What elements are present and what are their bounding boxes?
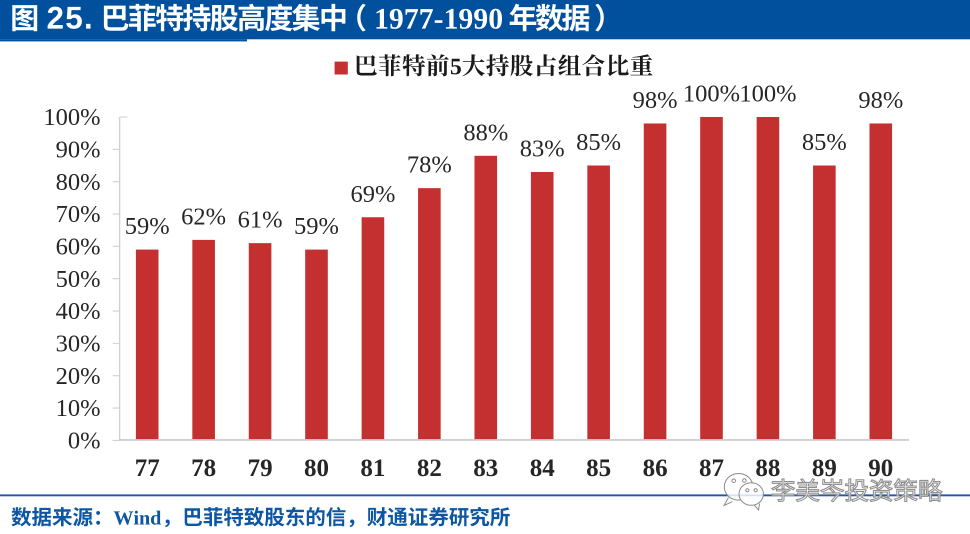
svg-text:50%: 50% <box>56 266 101 293</box>
svg-text:85%: 85% <box>576 129 621 156</box>
svg-text:98%: 98% <box>633 87 678 114</box>
svg-text:98%: 98% <box>858 87 903 114</box>
svg-text:78%: 78% <box>407 152 452 179</box>
svg-text:90: 90 <box>868 455 893 482</box>
svg-text:62%: 62% <box>181 203 226 230</box>
svg-text:89: 89 <box>812 455 837 482</box>
svg-text:82: 82 <box>417 455 442 482</box>
svg-text:83: 83 <box>473 455 498 482</box>
svg-text:60%: 60% <box>56 233 101 260</box>
svg-text:40%: 40% <box>56 298 101 325</box>
svg-text:88%: 88% <box>463 119 508 146</box>
svg-text:10%: 10% <box>56 395 101 422</box>
svg-text:86: 86 <box>643 455 668 482</box>
svg-text:69%: 69% <box>350 181 395 208</box>
svg-text:61%: 61% <box>238 207 283 234</box>
svg-text:100%: 100% <box>739 81 796 108</box>
svg-text:90%: 90% <box>56 136 101 163</box>
svg-text:70%: 70% <box>56 201 101 228</box>
svg-text:81: 81 <box>360 455 385 482</box>
svg-text:83%: 83% <box>520 135 565 162</box>
svg-text:79: 79 <box>248 455 273 482</box>
svg-text:85: 85 <box>586 455 611 482</box>
svg-text:80: 80 <box>304 455 329 482</box>
svg-text:80%: 80% <box>56 169 101 196</box>
svg-text:85%: 85% <box>802 129 847 156</box>
svg-text:100%: 100% <box>43 104 100 131</box>
svg-text:30%: 30% <box>56 330 101 357</box>
svg-text:59%: 59% <box>294 213 339 240</box>
svg-text:87: 87 <box>699 455 724 482</box>
svg-text:59%: 59% <box>125 213 170 240</box>
svg-text:78: 78 <box>191 455 216 482</box>
svg-text:0%: 0% <box>68 428 101 455</box>
svg-text:20%: 20% <box>56 363 101 390</box>
svg-text:84: 84 <box>530 455 556 482</box>
svg-text:88: 88 <box>755 455 780 482</box>
svg-text:100%: 100% <box>683 81 740 108</box>
svg-text:77: 77 <box>135 455 160 482</box>
